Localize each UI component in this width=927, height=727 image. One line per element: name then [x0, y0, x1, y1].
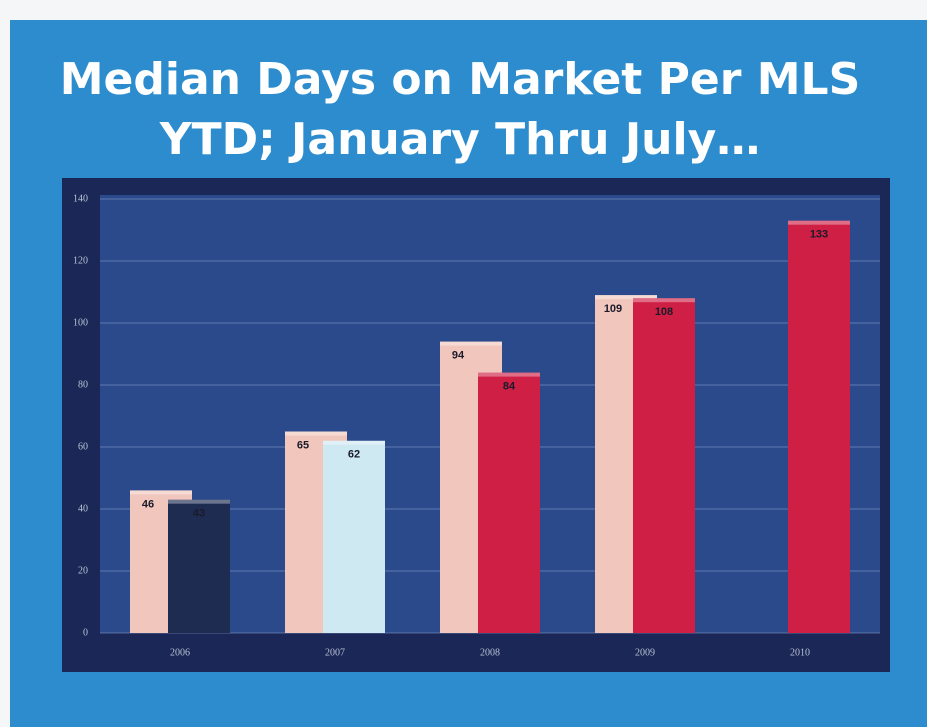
value-label: 108: [655, 306, 673, 318]
bar: [168, 499, 230, 633]
bar-top: [633, 298, 695, 303]
bar-top: [478, 372, 540, 377]
x-tick-label: 2010: [790, 647, 810, 658]
value-label: 94: [452, 350, 465, 362]
bar: [788, 220, 850, 633]
y-tick-label: 140: [73, 193, 88, 204]
bar-top: [788, 220, 850, 225]
value-label: 84: [503, 381, 516, 393]
y-tick-label: 60: [78, 441, 88, 452]
y-tick-label: 20: [78, 565, 88, 576]
value-label: 133: [810, 229, 828, 241]
x-tick-label: 2007: [325, 647, 345, 658]
y-tick-label: 120: [73, 255, 88, 266]
y-tick-label: 100: [73, 317, 88, 328]
bar: [323, 440, 385, 633]
x-tick-label: 2008: [480, 647, 500, 658]
y-tick-label: 80: [78, 379, 88, 390]
value-label: 46: [142, 498, 154, 510]
chart-title: Median Days on Market Per MLS YTD; Janua…: [59, 54, 861, 165]
value-label: 65: [297, 439, 309, 451]
value-label: 109: [604, 303, 622, 315]
bar-top: [168, 499, 230, 504]
x-tick-label: 2009: [635, 647, 655, 658]
bar-top: [440, 341, 502, 346]
bar: [633, 298, 695, 633]
y-tick-label: 40: [78, 503, 88, 514]
bar-top: [130, 490, 192, 495]
x-tick-label: 2006: [170, 647, 190, 658]
bar-top: [323, 440, 385, 445]
bar-top: [285, 431, 347, 436]
value-label: 43: [193, 508, 205, 520]
bar: [478, 372, 540, 633]
value-label: 62: [348, 449, 360, 461]
y-tick-label: 0: [83, 627, 88, 638]
bar-top: [595, 295, 657, 300]
